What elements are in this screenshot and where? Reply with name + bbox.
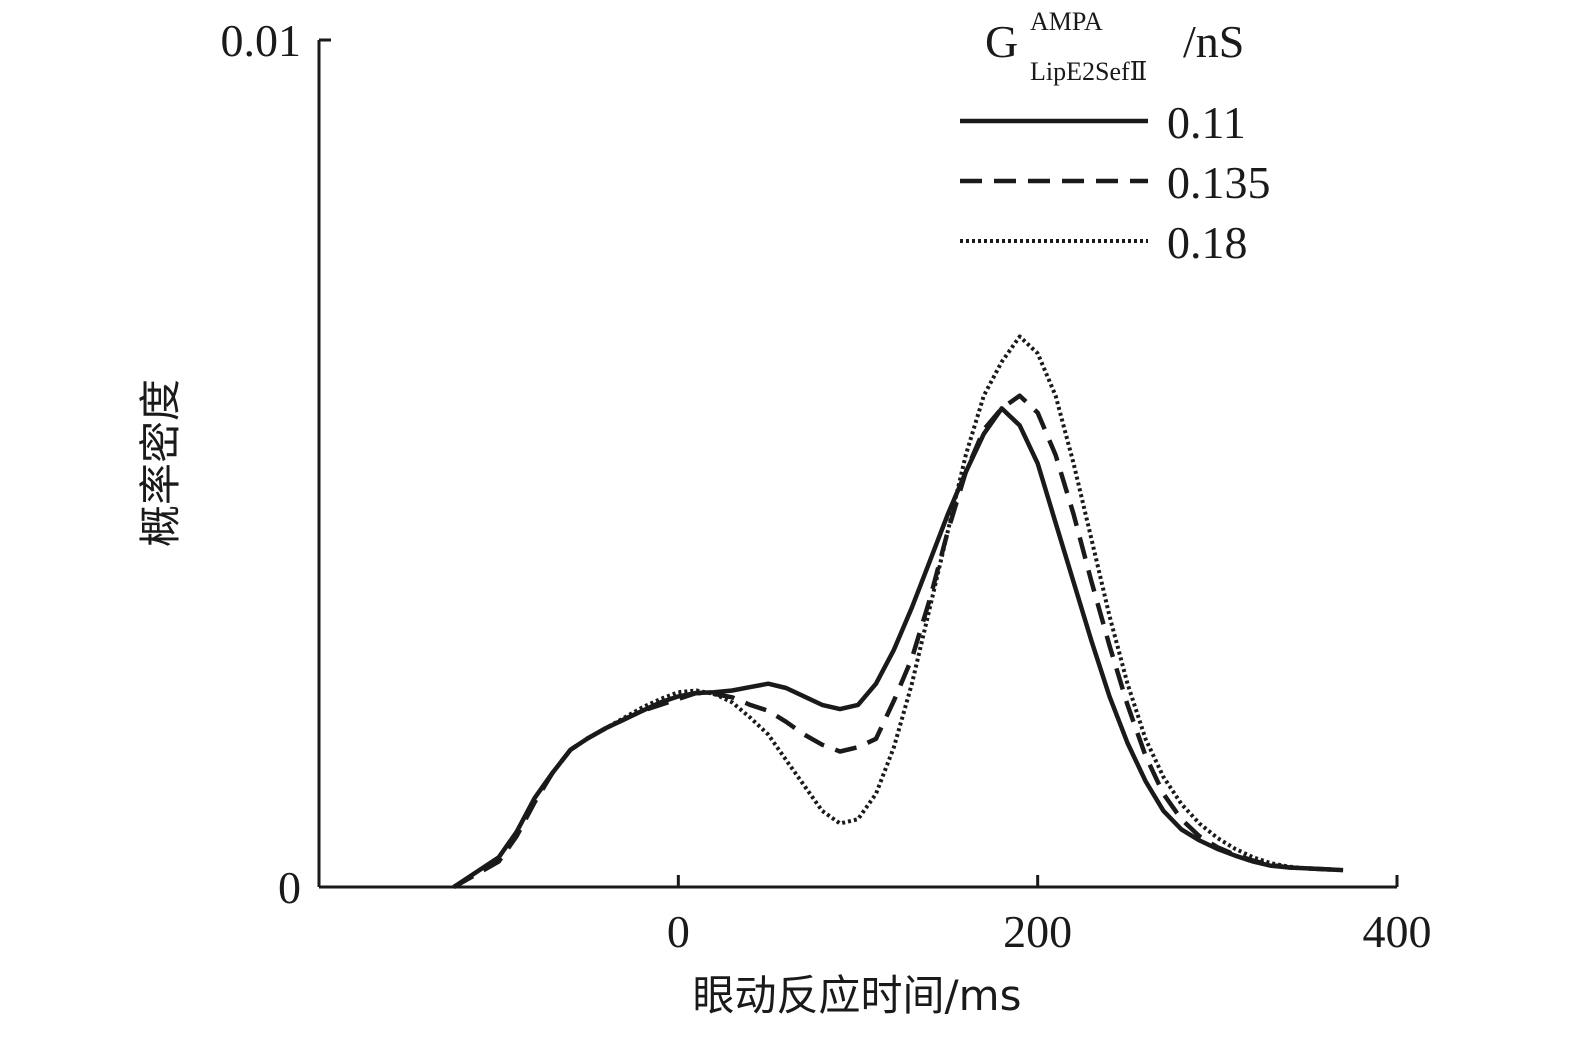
x-tick-label: 0: [667, 906, 690, 957]
legend-title: G AMPA LipE2SefⅡ /nS: [985, 7, 1244, 86]
legend-label-0.18: 0.18: [1167, 217, 1248, 268]
axes: [317, 40, 1397, 889]
series-line-0.18: [452, 334, 1344, 889]
legend-title-main: G: [985, 16, 1018, 67]
x-axis-title: 眼动反应时间/ms: [693, 971, 1022, 1020]
legend-title-sup: AMPA: [1030, 7, 1103, 36]
series-line-0.11: [452, 406, 1344, 889]
x-tick-label: 400: [1363, 906, 1432, 957]
legend-title-sub: LipE2SefⅡ: [1030, 57, 1147, 86]
ticks: 0 200 400 0 0.01: [221, 15, 1432, 957]
y-axis-title: 概率密度: [136, 379, 185, 547]
series-layer: [452, 334, 1344, 889]
legend-items: 0.11 0.135 0.18: [960, 97, 1271, 268]
y-tick-label: 0.01: [221, 15, 302, 66]
legend: G AMPA LipE2SefⅡ /nS 0.11 0.135 0.18: [960, 7, 1271, 268]
legend-label-0.135: 0.135: [1167, 157, 1271, 208]
legend-label-0.11: 0.11: [1167, 97, 1246, 148]
x-tick-label: 200: [1003, 906, 1072, 957]
y-tick-label: 0: [278, 862, 301, 913]
series-line-0.135: [452, 393, 1344, 889]
legend-title-unit: /nS: [1183, 16, 1244, 67]
